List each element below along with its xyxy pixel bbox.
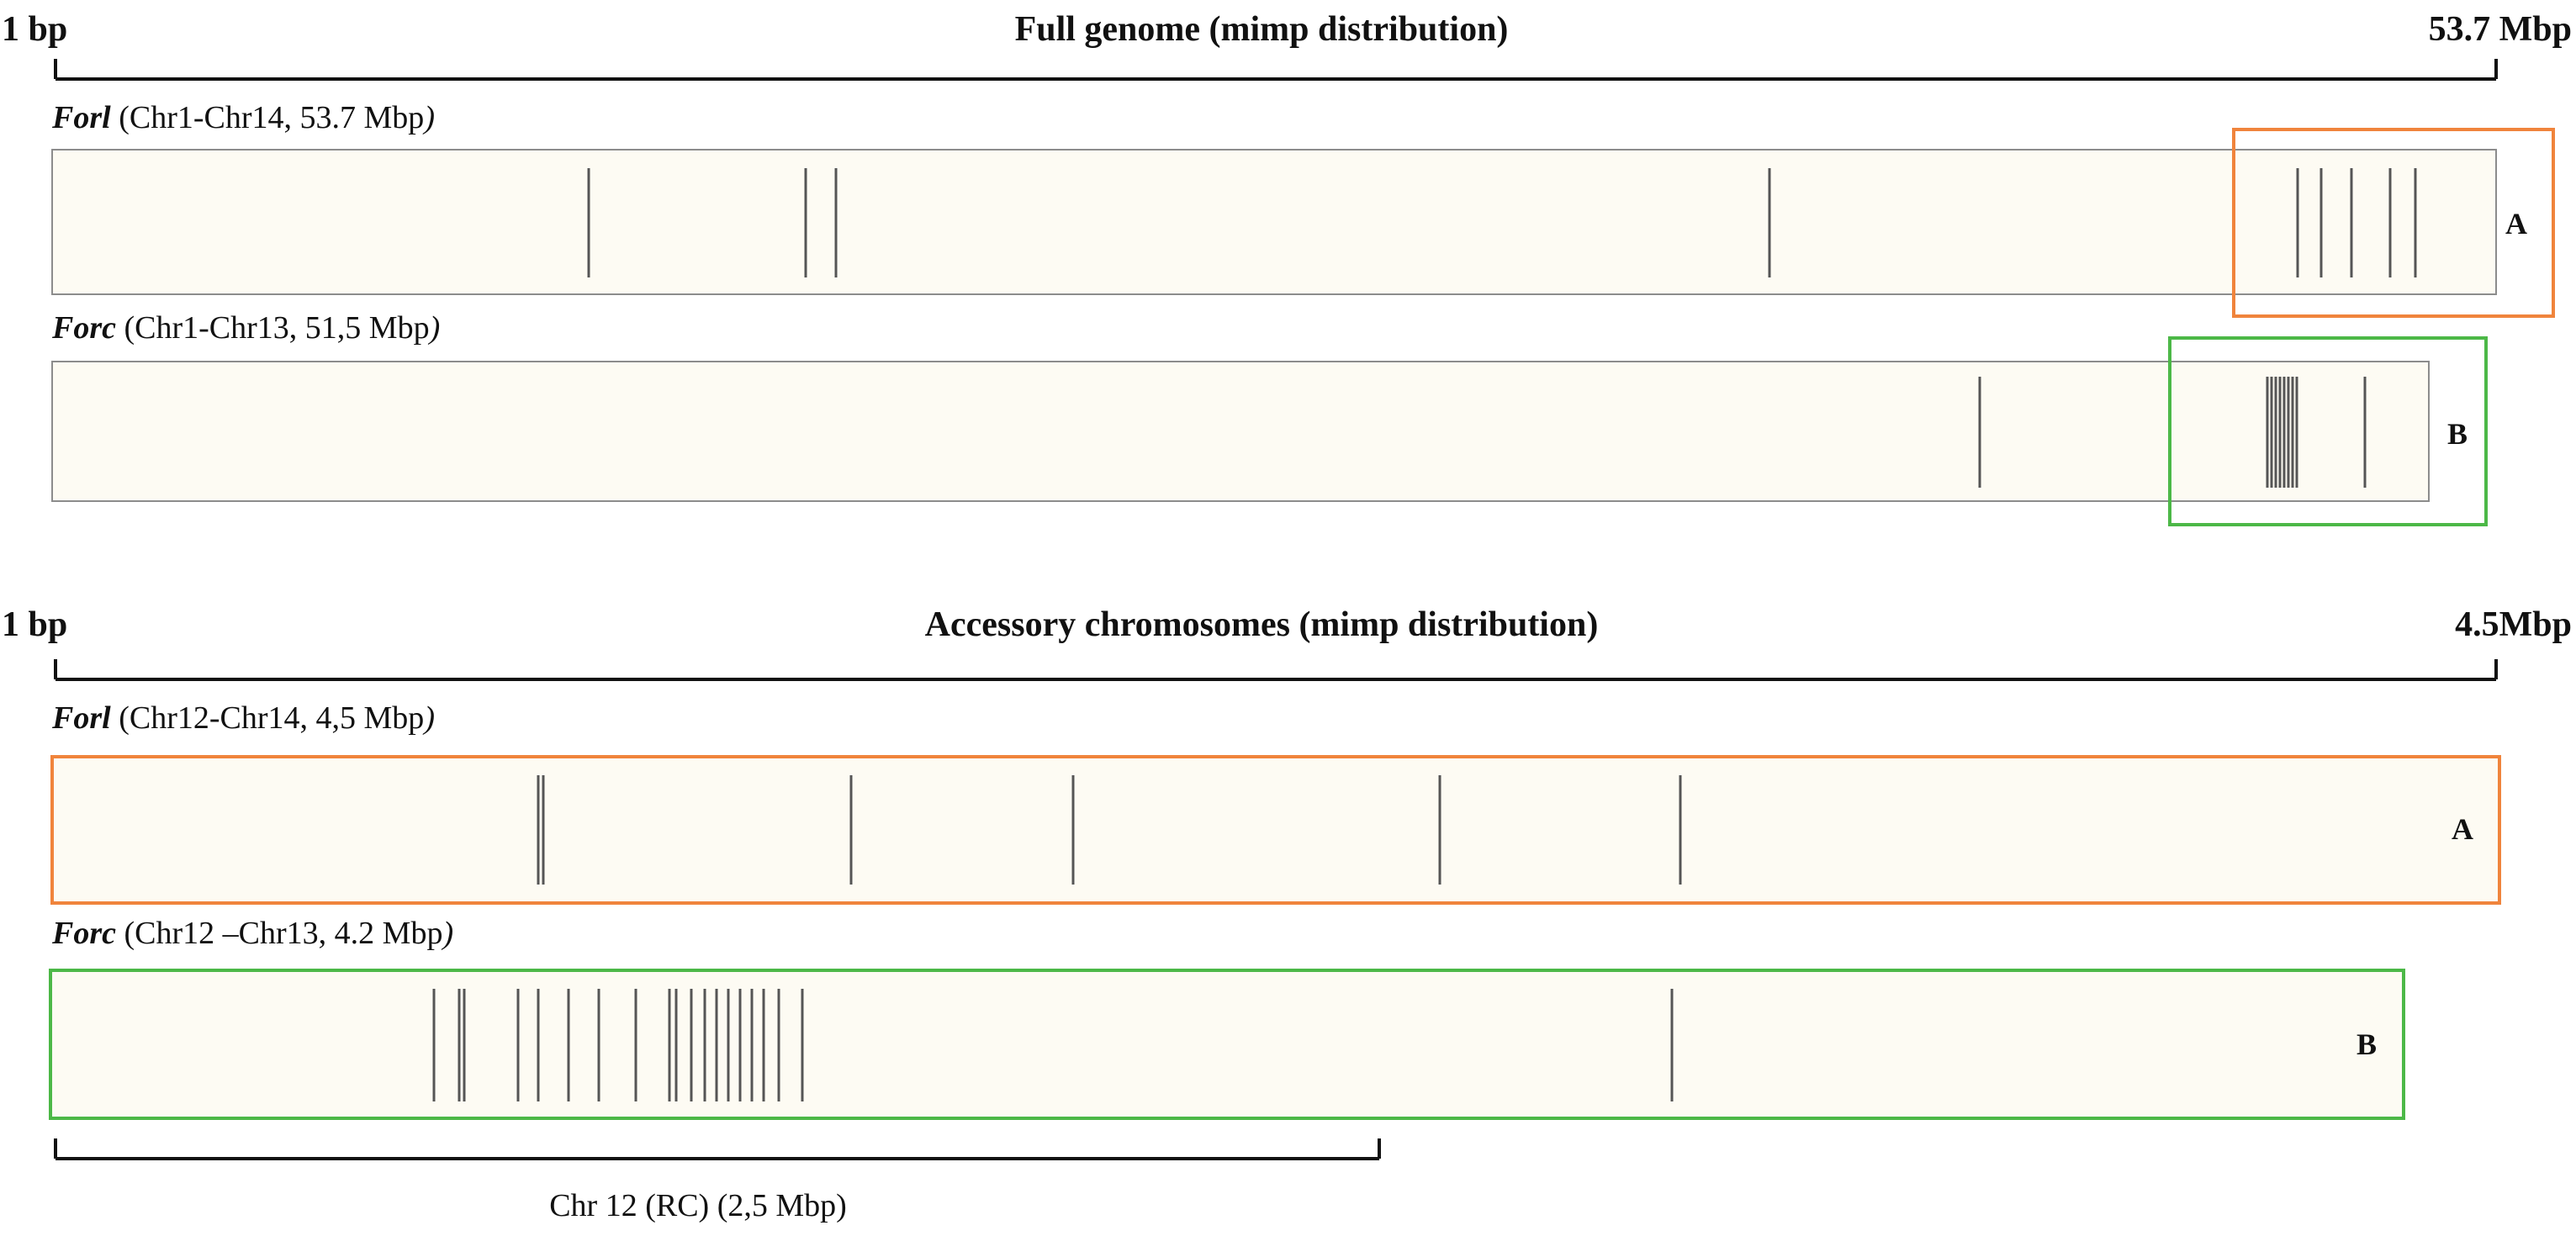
acc-title: Accessory chromosomes (mimp distribution… <box>925 605 1599 644</box>
full-forc-range: (Chr1-Chr13, 51,5 Mbp <box>116 310 430 346</box>
chr12-region-bracket <box>54 1138 1381 1160</box>
acc-forl-species: Forl <box>51 700 111 736</box>
full-forc-track <box>51 361 2430 502</box>
acc-forl-range: (Chr12-Chr14, 4,5 Mbp <box>111 700 425 736</box>
full-forc-range-close: ) <box>428 310 441 346</box>
panel-accessory-chromosomes: 1 bp Accessory chromosomes (mimp distrib… <box>2 605 2572 1223</box>
full-forl-label: Forl (Chr1-Chr14, 53.7 Mbp) <box>51 100 435 135</box>
full-scale-start-label: 1 bp <box>2 10 67 49</box>
acc-forc-species: Forc <box>51 916 116 951</box>
full-highlight-a-label: A <box>2505 207 2527 240</box>
full-forl-marks <box>587 168 2417 277</box>
full-highlight-a-box <box>2232 128 2555 318</box>
full-highlight-b-box <box>2168 336 2488 526</box>
full-scale-bar <box>54 59 2498 81</box>
full-forl-species: Forl <box>51 100 111 135</box>
acc-forc-track <box>49 969 2405 1120</box>
chr12-region-label: Chr 12 (RC) (2,5 Mbp) <box>549 1188 847 1223</box>
acc-forc-marks <box>432 989 1674 1101</box>
acc-scale-start-label: 1 bp <box>2 605 67 644</box>
full-forl-track <box>51 149 2497 295</box>
full-forl-range-close: ) <box>422 100 435 135</box>
acc-forc-tag: B <box>2356 1027 2377 1061</box>
acc-forl-label: Forl (Chr12-Chr14, 4,5 Mbp) <box>51 700 435 736</box>
full-forc-label: Forc (Chr1-Chr13, 51,5 Mbp) <box>51 310 440 346</box>
full-forc-species: Forc <box>51 310 116 346</box>
acc-forc-range-close: ) <box>441 916 453 951</box>
acc-forl-track <box>50 755 2501 905</box>
acc-scale-end-label: 4.5Mbp <box>2455 605 2572 644</box>
full-forl-range: (Chr1-Chr14, 53.7 Mbp <box>111 100 425 135</box>
acc-forc-range: (Chr12 –Chr13, 4.2 Mbp <box>116 916 442 951</box>
full-scale-end-label: 53.7 Mbp <box>2429 10 2572 49</box>
full-highlight-b-label: B <box>2447 417 2468 451</box>
acc-forc-label: Forc (Chr12 –Chr13, 4.2 Mbp) <box>51 916 453 951</box>
acc-forl-tag: A <box>2452 812 2473 846</box>
full-genome-title: Full genome (mimp distribution) <box>1015 10 1509 49</box>
acc-forl-marks <box>537 775 1682 885</box>
panel-full-genome: 1 bp Full genome (mimp distribution) 53.… <box>2 10 2572 526</box>
full-forc-marks <box>1978 377 2367 488</box>
acc-forl-range-close: ) <box>422 700 435 736</box>
acc-scale-bar <box>54 659 2498 681</box>
